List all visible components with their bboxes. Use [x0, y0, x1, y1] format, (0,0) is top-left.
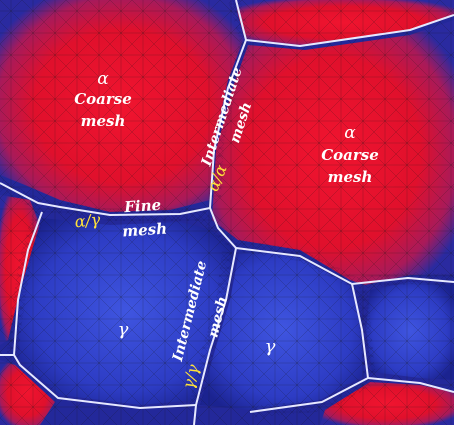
- interface-label-left: α/γ: [74, 210, 102, 232]
- mesh-label-left: mesh: [81, 112, 126, 130]
- fine-label: Fine: [123, 196, 162, 217]
- fine-mesh-label: mesh: [122, 219, 168, 240]
- coarse-label-right: Coarse: [321, 146, 379, 164]
- alpha-symbol-left: α: [97, 69, 109, 89]
- mesh-label-right: mesh: [328, 168, 373, 186]
- gamma-symbol-left: γ: [118, 319, 129, 340]
- coarse-label-left: Coarse: [74, 90, 132, 108]
- gamma-symbol-right: γ: [265, 336, 276, 357]
- alpha-symbol-right: α: [344, 123, 356, 143]
